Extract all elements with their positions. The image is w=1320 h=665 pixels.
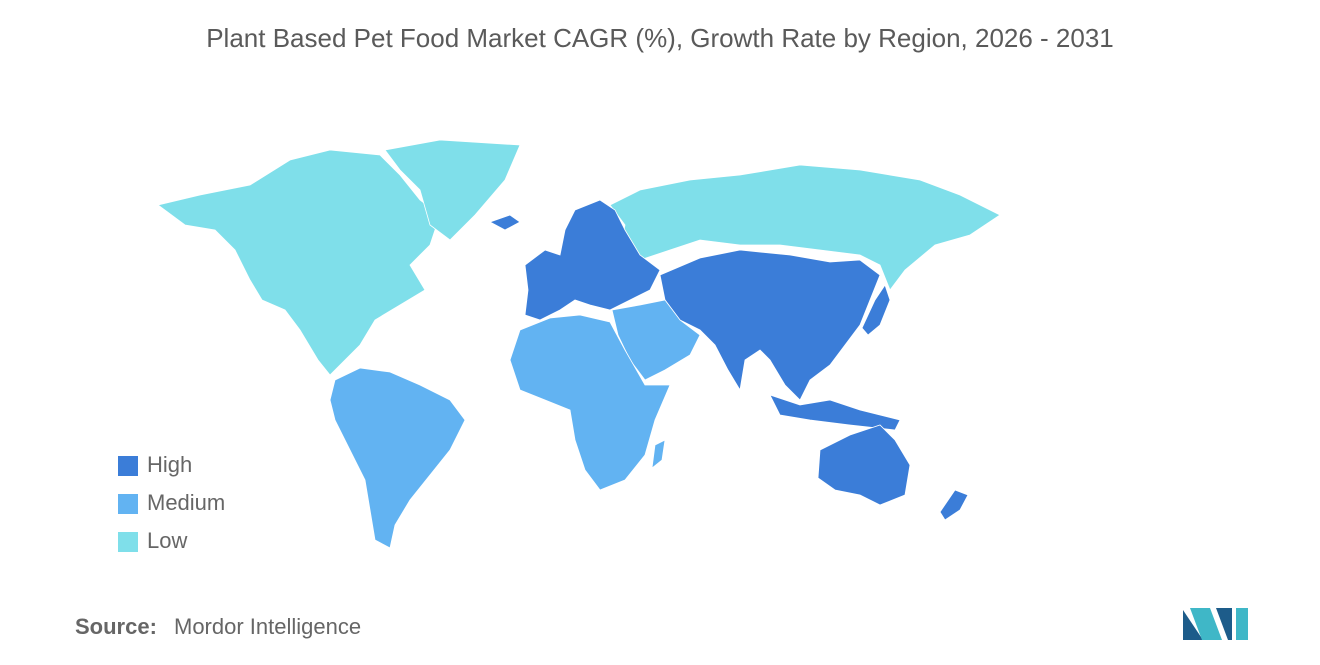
asia bbox=[659, 249, 881, 401]
russia bbox=[609, 164, 1001, 291]
southeast-asia-islands bbox=[769, 394, 901, 431]
madagascar bbox=[651, 439, 666, 469]
logo bbox=[1183, 608, 1248, 640]
legend-label: High bbox=[147, 452, 192, 477]
legend-label: Medium bbox=[147, 490, 225, 515]
europe bbox=[524, 199, 661, 321]
japan bbox=[861, 284, 891, 336]
africa bbox=[509, 314, 671, 491]
legend: High Medium Low bbox=[118, 452, 225, 553]
legend-swatch bbox=[118, 494, 138, 514]
south-america bbox=[329, 367, 466, 549]
source-text: Mordor Intelligence bbox=[174, 614, 361, 639]
new-zealand bbox=[939, 489, 969, 521]
source-label: Source: bbox=[75, 614, 157, 639]
iceland bbox=[489, 214, 521, 231]
logo-shape bbox=[1216, 608, 1232, 640]
logo-shape bbox=[1183, 610, 1203, 640]
legend-label: Low bbox=[147, 528, 187, 553]
world-map bbox=[157, 139, 1001, 549]
north-america bbox=[157, 149, 441, 376]
legend-swatch bbox=[118, 456, 138, 476]
logo-shape bbox=[1190, 608, 1222, 640]
australia bbox=[817, 424, 911, 506]
logo-shape bbox=[1236, 608, 1248, 640]
greenland bbox=[384, 139, 521, 241]
title: Plant Based Pet Food Market CAGR (%), Gr… bbox=[206, 23, 1114, 53]
legend-swatch bbox=[118, 532, 138, 552]
